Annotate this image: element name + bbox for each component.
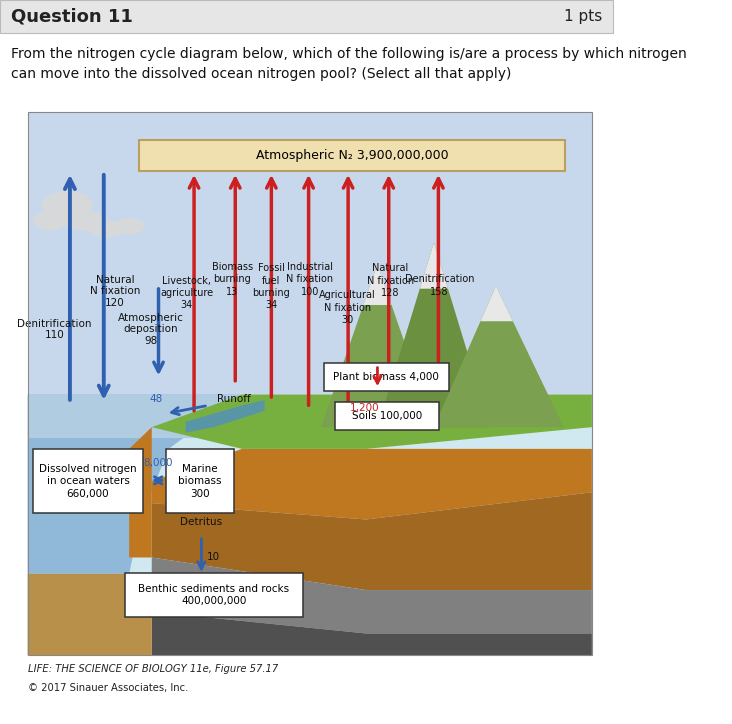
Text: 8,000: 8,000 bbox=[143, 458, 173, 468]
FancyBboxPatch shape bbox=[165, 450, 234, 513]
Text: Detritus: Detritus bbox=[180, 517, 223, 527]
Text: From the nitrogen cycle diagram below, which of the following is/are a process b: From the nitrogen cycle diagram below, w… bbox=[11, 47, 687, 80]
Polygon shape bbox=[28, 395, 242, 438]
Polygon shape bbox=[321, 264, 434, 427]
Polygon shape bbox=[186, 400, 264, 433]
Ellipse shape bbox=[42, 191, 92, 218]
Text: Dissolved nitrogen
in ocean waters
660,000: Dissolved nitrogen in ocean waters 660,0… bbox=[40, 464, 137, 499]
Polygon shape bbox=[152, 449, 592, 520]
Text: 1 pts: 1 pts bbox=[564, 9, 602, 24]
Text: Denitrification
158: Denitrification 158 bbox=[405, 274, 474, 297]
FancyBboxPatch shape bbox=[0, 0, 613, 33]
FancyBboxPatch shape bbox=[124, 573, 303, 617]
Ellipse shape bbox=[113, 218, 145, 235]
FancyBboxPatch shape bbox=[32, 450, 143, 513]
Polygon shape bbox=[378, 243, 490, 427]
Text: Livestock,
agriculture
34: Livestock, agriculture 34 bbox=[160, 276, 213, 311]
Polygon shape bbox=[480, 286, 513, 321]
Text: 1,200: 1,200 bbox=[350, 403, 379, 413]
Text: Denitrification
110: Denitrification 110 bbox=[18, 319, 92, 340]
Polygon shape bbox=[28, 573, 152, 655]
Text: Natural
N fixation
120: Natural N fixation 120 bbox=[90, 275, 141, 308]
Polygon shape bbox=[152, 492, 592, 590]
Polygon shape bbox=[152, 395, 592, 449]
Text: Question 11: Question 11 bbox=[11, 7, 133, 25]
Text: Industrial
N fixation
100: Industrial N fixation 100 bbox=[286, 262, 333, 297]
Polygon shape bbox=[28, 395, 242, 573]
Ellipse shape bbox=[90, 220, 124, 237]
Text: Atmospheric
deposition
98: Atmospheric deposition 98 bbox=[118, 313, 184, 346]
FancyBboxPatch shape bbox=[138, 140, 566, 172]
Text: Benthic sediments and rocks
400,000,000: Benthic sediments and rocks 400,000,000 bbox=[138, 584, 289, 606]
Text: Agricultural
N fixation
30: Agricultural N fixation 30 bbox=[319, 290, 376, 325]
Polygon shape bbox=[28, 112, 592, 427]
Text: Fossil
fuel
burning
34: Fossil fuel burning 34 bbox=[253, 264, 291, 311]
Text: © 2017 Sinauer Associates, Inc.: © 2017 Sinauer Associates, Inc. bbox=[28, 683, 188, 693]
Text: Atmospheric N₂ 3,900,000,000: Atmospheric N₂ 3,900,000,000 bbox=[255, 149, 449, 162]
Text: 10: 10 bbox=[207, 552, 220, 563]
Polygon shape bbox=[363, 264, 392, 305]
Text: Marine
biomass
300: Marine biomass 300 bbox=[178, 464, 222, 499]
Text: Natural
N fixation
128: Natural N fixation 128 bbox=[367, 263, 414, 298]
Text: 48: 48 bbox=[150, 394, 163, 404]
Ellipse shape bbox=[33, 211, 67, 230]
Text: Runoff: Runoff bbox=[217, 394, 250, 404]
Polygon shape bbox=[28, 573, 129, 655]
Polygon shape bbox=[434, 286, 564, 427]
Text: LIFE: THE SCIENCE OF BIOLOGY 11e, Figure 57.17: LIFE: THE SCIENCE OF BIOLOGY 11e, Figure… bbox=[28, 664, 278, 674]
Polygon shape bbox=[152, 612, 592, 655]
Text: Soils 100,000: Soils 100,000 bbox=[352, 411, 422, 421]
Polygon shape bbox=[152, 557, 592, 634]
Text: Plant biomass 4,000: Plant biomass 4,000 bbox=[333, 372, 439, 382]
Ellipse shape bbox=[64, 211, 104, 231]
FancyBboxPatch shape bbox=[335, 402, 439, 430]
Polygon shape bbox=[419, 243, 448, 289]
Text: Biomass
burning
13: Biomass burning 13 bbox=[212, 262, 253, 297]
Polygon shape bbox=[129, 427, 152, 557]
FancyBboxPatch shape bbox=[324, 363, 449, 391]
Polygon shape bbox=[28, 427, 592, 655]
